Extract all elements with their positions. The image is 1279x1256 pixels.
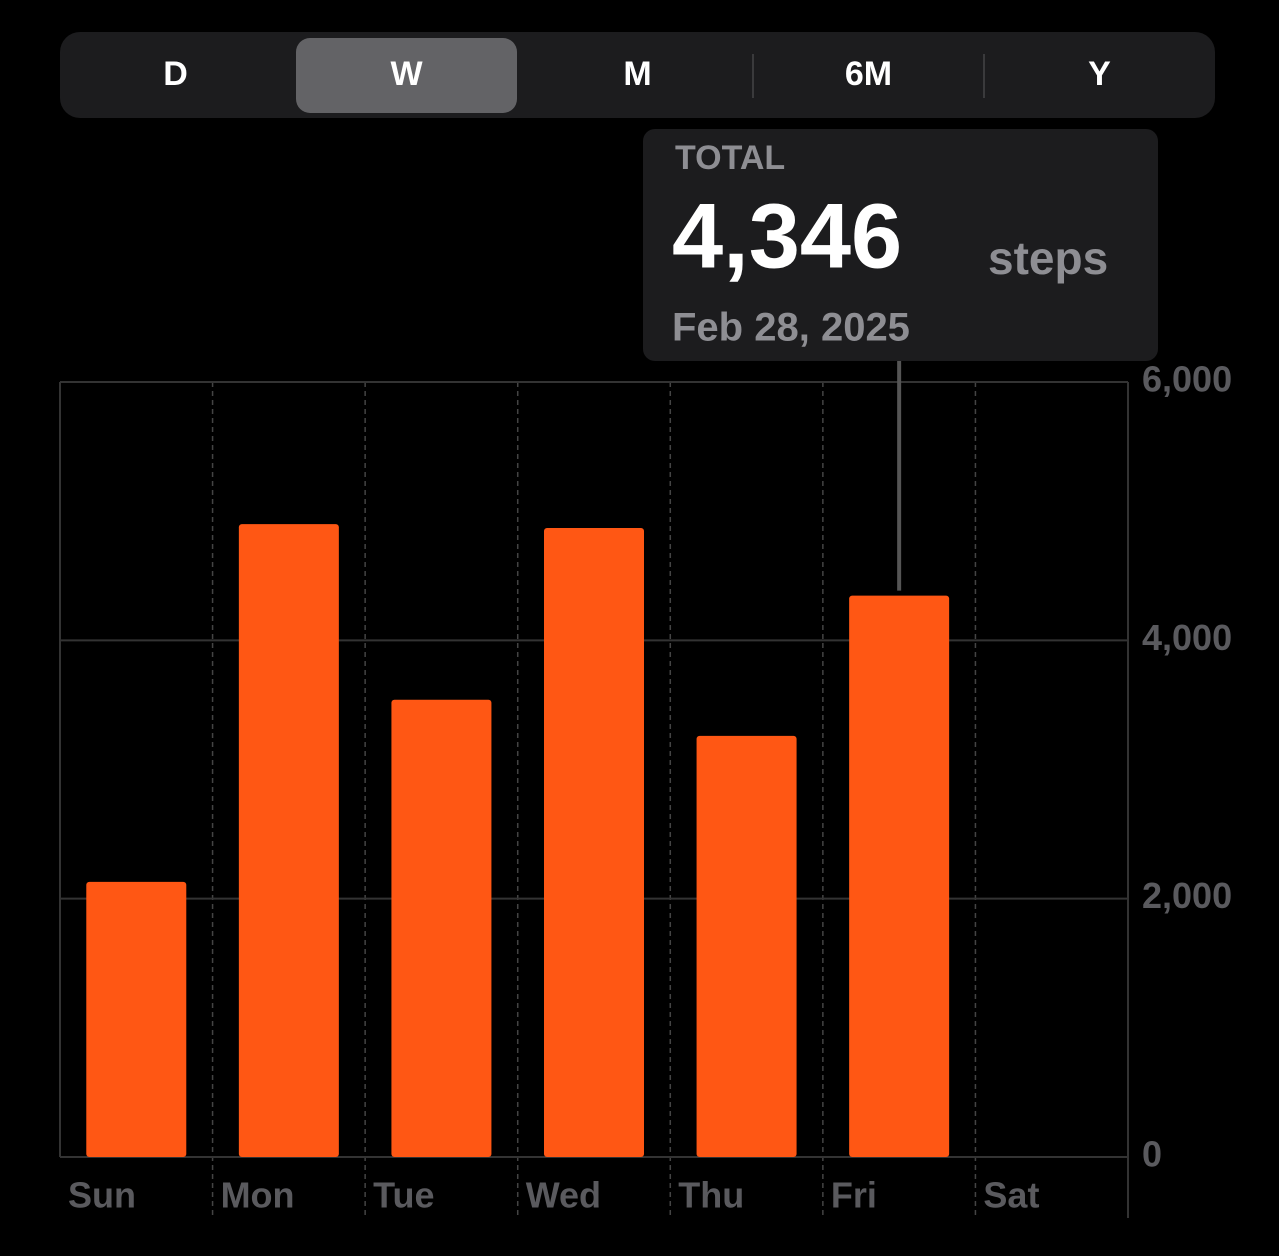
bar (391, 699, 492, 1157)
segment-label[interactable]: 6M (845, 55, 892, 93)
x-tick-label: Tue (373, 1175, 434, 1216)
bar (849, 595, 950, 1157)
segment-label[interactable]: W (390, 55, 423, 93)
x-tick-label: Fri (831, 1175, 877, 1216)
bar (696, 735, 797, 1157)
segment-label[interactable]: Y (1088, 55, 1111, 93)
x-tick-label: Wed (526, 1175, 601, 1216)
segment-label[interactable]: D (163, 55, 188, 93)
tooltip-title: TOTAL (675, 139, 785, 177)
bar (238, 524, 339, 1157)
bar (86, 881, 187, 1157)
x-tick-label: Thu (678, 1175, 744, 1216)
tooltip (643, 129, 1158, 361)
bar (544, 527, 644, 1157)
x-tick-label: Sat (983, 1175, 1039, 1216)
y-tick-label: 6,000 (1142, 359, 1232, 400)
tooltip-value: 4,346 (672, 185, 902, 287)
segment-selected[interactable] (296, 38, 517, 113)
y-tick-label: 0 (1142, 1134, 1162, 1175)
tooltip-unit: steps (988, 232, 1108, 284)
x-tick-label: Mon (221, 1175, 295, 1216)
tooltip-date: Feb 28, 2025 (672, 306, 910, 350)
y-tick-label: 4,000 (1142, 617, 1232, 658)
y-tick-label: 2,000 (1142, 875, 1232, 916)
segment-label[interactable]: M (623, 55, 651, 93)
x-tick-label: Sun (68, 1175, 136, 1216)
